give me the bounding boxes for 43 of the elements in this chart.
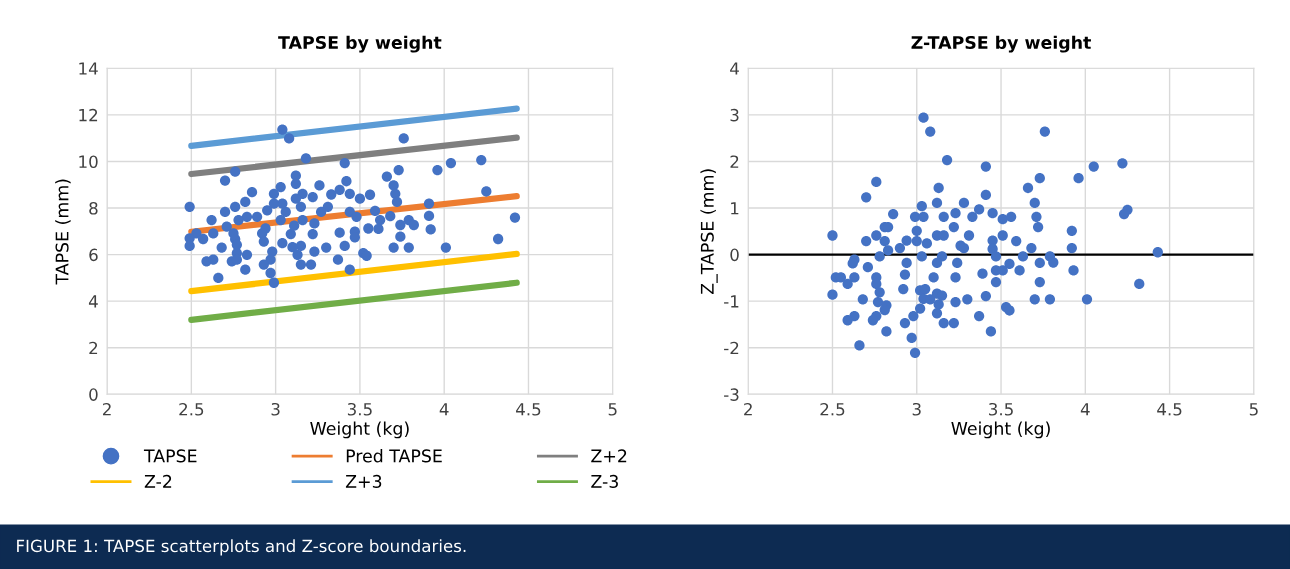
y-tick-label: 4 [730,62,739,75]
x-tick-label: 4 [1080,403,1090,416]
y-axis-title: TAPSE (mm) [55,179,71,285]
x-tick-label: 2 [102,402,111,416]
y-tick-label: 3 [730,108,739,122]
y-tick-label: 14 [79,62,98,75]
y-tick-label: 4 [88,295,98,308]
x-tick-label: 4 [439,403,449,416]
x-tick-label: 3 [912,402,921,416]
legend-label: TAPSE [143,449,197,463]
chart-title: TAPSE by weight [278,35,442,53]
x-tick-label: 2 [744,402,752,416]
y-axis-title: Z_TAPSE (mm) [700,169,718,295]
legend-label: Z-2 [144,474,172,488]
y-tick-label: -2 [724,341,739,355]
caption: FIGURE 1: TAPSE scatterplots and Z-score boundaries. [17,539,466,556]
x-tick-label: 5 [1249,403,1258,416]
x-tick-label: 4.5 [516,403,541,416]
legend-label: Z+2 [591,449,627,463]
y-tick-label: 12 [79,108,98,122]
y-tick-label: 10 [79,155,98,168]
x-tick-label: 3.5 [989,402,1013,416]
x-tick-label: 3.5 [347,402,372,416]
y-tick-label: 0 [730,248,739,262]
x-tick-label: 4.5 [1157,403,1182,416]
y-tick-label: -1 [724,295,739,308]
legend-label: Z+3 [345,474,382,488]
x-tick-label: 3 [271,402,280,416]
x-tick-label: 5 [608,403,617,416]
y-tick-label: 1 [731,202,739,215]
y-tick-label: 2 [89,341,98,355]
y-tick-label: 8 [89,201,98,215]
chart-title: Z-TAPSE by weight [911,35,1091,53]
legend-label: Z-3 [591,474,618,488]
y-tick-label: 0 [89,388,98,401]
x-axis-title: Weight (kg) [951,421,1050,439]
y-tick-label: -3 [724,388,739,401]
y-tick-label: 2 [730,155,739,168]
y-tick-label: 6 [89,248,98,262]
x-axis-title: Weight (kg) [310,421,409,439]
x-tick-label: 2.5 [179,402,204,416]
x-tick-label: 2.5 [820,402,845,416]
legend-label: Pred TAPSE [346,449,442,463]
